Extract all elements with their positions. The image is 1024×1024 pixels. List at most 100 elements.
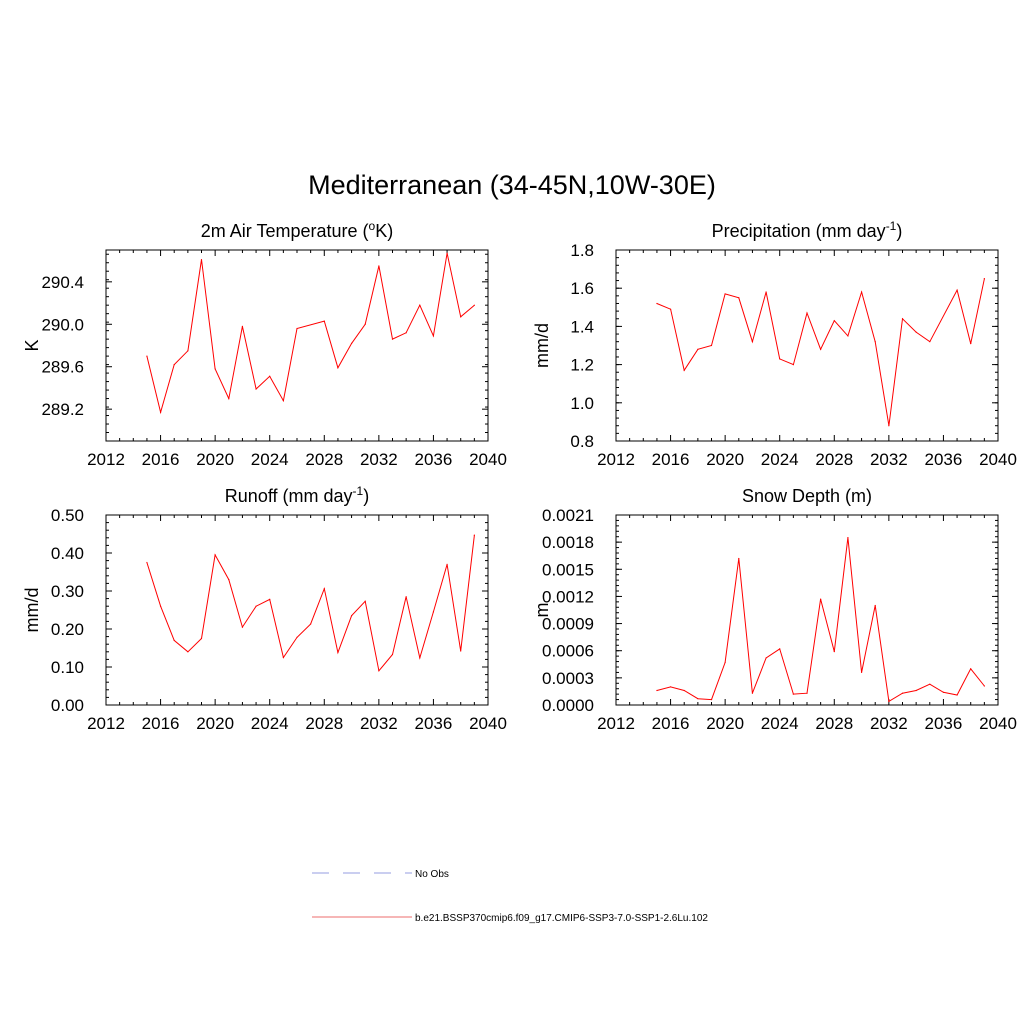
x-tick-label: 2032	[360, 714, 398, 733]
series-line	[146, 253, 475, 415]
x-tick-label: 2024	[761, 450, 799, 469]
y-tick-label: 0.0000	[542, 696, 594, 715]
x-tick-label: 2012	[87, 714, 125, 733]
data-point	[820, 348, 822, 350]
y-tick-label: 0.40	[51, 544, 84, 563]
x-tick-label: 2012	[597, 450, 635, 469]
x-tick-label: 2032	[870, 450, 908, 469]
data-point	[683, 369, 685, 371]
y-tick-label: 0.0009	[542, 615, 594, 634]
legend: No Obs b.e21.BSSP370cmip6.f09_g17.CMIP6-S…	[312, 869, 708, 924]
data-point	[405, 596, 407, 598]
y-tick-label: 0.0021	[542, 506, 594, 525]
data-point	[146, 561, 148, 564]
panel-title: Snow Depth (m)	[742, 486, 872, 506]
data-point	[473, 534, 475, 536]
data-point	[874, 604, 876, 607]
data-point	[970, 342, 972, 345]
data-point	[473, 304, 475, 306]
data-point	[970, 668, 972, 670]
y-tick-label: 0.0003	[542, 669, 594, 688]
plot-frame	[105, 249, 489, 442]
data-point	[364, 323, 366, 325]
panel-1: 2m Air Temperature (oK) K 2012 2016 2020 2024…	[22, 219, 507, 469]
data-point	[806, 312, 808, 314]
data-point	[446, 563, 448, 566]
x-tick-label: 2036	[415, 450, 453, 469]
y-tick-label: 1.4	[570, 317, 594, 336]
panel-3: Runoff (mm day-1) mm/d 2012 2016 2020 2024 202…	[22, 484, 507, 733]
x-tick-label: 2036	[925, 450, 963, 469]
data-point	[792, 693, 794, 695]
plot-frame	[615, 514, 999, 706]
data-point	[173, 639, 175, 642]
series-line	[146, 535, 475, 672]
data-point	[765, 657, 767, 659]
series-line	[656, 278, 985, 426]
x-tick-label: 2020	[706, 450, 744, 469]
panel-2: Precipitation (mm day-1) mm/d 2012 2016 2020…	[532, 219, 1017, 469]
y-tick-label: 0.8	[570, 432, 594, 451]
data-point	[159, 605, 162, 607]
data-point	[228, 397, 230, 400]
data-point	[765, 291, 767, 293]
data-point	[697, 698, 699, 700]
data-point	[296, 636, 298, 638]
data-point	[378, 265, 380, 267]
y-axis-label: m	[532, 603, 552, 618]
data-point	[255, 388, 257, 390]
data-point	[779, 648, 781, 650]
y-tick-label: 0.10	[51, 658, 84, 677]
data-point	[669, 308, 672, 310]
x-tick-label: 2036	[925, 714, 963, 733]
x-tick-label: 2040	[469, 714, 507, 733]
data-point	[833, 651, 835, 653]
data-point	[350, 615, 353, 617]
data-point	[310, 623, 312, 625]
y-tick-label: 1.2	[570, 356, 594, 375]
data-point	[874, 341, 876, 343]
data-point	[710, 344, 713, 347]
x-tick-label: 2020	[706, 714, 744, 733]
data-point	[915, 689, 917, 692]
data-point	[656, 689, 658, 692]
panel-title: Runoff (mm day-1)	[225, 484, 369, 506]
data-point	[860, 671, 863, 674]
y-tick-label: 290.4	[41, 273, 84, 292]
data-point	[241, 626, 244, 628]
figure-title: Mediterranean (34-45N,10W-30E)	[308, 170, 716, 200]
data-point	[446, 252, 448, 254]
x-tick-label: 2028	[305, 714, 343, 733]
data-point	[432, 611, 435, 613]
data-point	[337, 367, 339, 369]
x-tick-label: 2032	[870, 714, 908, 733]
data-point	[187, 651, 189, 653]
y-tick-label: 289.2	[41, 400, 84, 419]
data-point	[847, 335, 849, 337]
series-line	[656, 537, 985, 703]
data-point	[296, 327, 298, 330]
x-tick-label: 2028	[815, 450, 853, 469]
y-axis-label: K	[22, 339, 42, 351]
data-point	[779, 358, 781, 360]
data-point	[173, 364, 175, 366]
y-tick-label: 0.0018	[542, 533, 594, 552]
y-axis-label: mm/d	[22, 588, 42, 633]
data-point	[391, 653, 394, 656]
y-tick-label: 0.30	[51, 582, 84, 601]
x-tick-label: 2024	[251, 450, 289, 469]
data-point	[146, 355, 148, 357]
x-tick-label: 2032	[360, 450, 398, 469]
y-tick-label: 1.6	[570, 279, 594, 298]
data-point	[337, 651, 339, 654]
data-point	[915, 331, 917, 333]
y-tick-label: 0.0015	[542, 560, 594, 579]
y-axis-label: mm/d	[532, 323, 552, 368]
data-point	[983, 685, 985, 687]
data-point	[751, 692, 754, 694]
data-point	[432, 335, 435, 337]
data-point	[820, 598, 822, 600]
data-point	[323, 588, 325, 590]
panel-title: Precipitation (mm day-1)	[712, 219, 903, 241]
data-point	[391, 338, 394, 340]
